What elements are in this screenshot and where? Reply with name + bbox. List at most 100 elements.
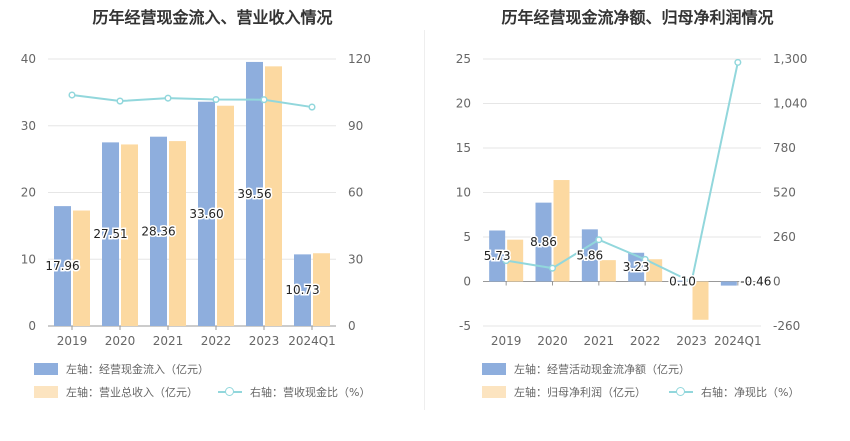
- y-left-tick-label: -5: [459, 319, 471, 333]
- line-point: [687, 278, 696, 286]
- line-point: [502, 257, 510, 265]
- bar-primary: [150, 136, 167, 326]
- panel-divider: [424, 30, 425, 410]
- bar-data-label: -0.46: [740, 275, 771, 289]
- bar-secondary: [217, 105, 234, 326]
- bar-data-label: 0.10: [669, 275, 696, 289]
- legend-item[interactable]: 右轴：营收现金比（%）: [218, 384, 370, 400]
- x-tick-label: 2024Q1: [288, 334, 336, 348]
- bar-secondary: [313, 253, 330, 326]
- legend-label: 左轴：营业总收入（亿元）: [66, 386, 198, 399]
- legend-swatch: [482, 363, 506, 375]
- y-right-tick-label: 780: [773, 141, 796, 155]
- line-point: [212, 95, 220, 104]
- legend-item[interactable]: 右轴：净现比（%）: [669, 384, 799, 400]
- y-right-tick-label: 60: [348, 186, 363, 200]
- bar-data-label: 39.56: [237, 187, 271, 201]
- bar-primary: [54, 206, 71, 326]
- x-tick-label: 2022: [630, 334, 661, 348]
- bar-data-label: 3.23: [623, 260, 650, 274]
- y-right-tick-label: 520: [773, 186, 796, 200]
- x-tick-label: 2022: [201, 334, 232, 348]
- chart-title: 历年经营现金流净额、归母净利润情况: [501, 8, 774, 27]
- line-point: [116, 97, 124, 105]
- y-left-tick-label: 25: [456, 52, 471, 66]
- bar-secondary: [507, 239, 524, 282]
- bar-secondary: [265, 66, 282, 326]
- bar-secondary: [599, 260, 616, 282]
- legend-swatch: [482, 386, 506, 398]
- line-point: [164, 94, 172, 102]
- y-right-tick-label: 0: [773, 275, 781, 289]
- x-tick-label: 2023: [676, 334, 707, 348]
- line-point: [734, 58, 742, 66]
- x-tick-label: 2024Q1: [714, 334, 762, 348]
- y-left-tick-label: 40: [21, 52, 36, 66]
- bar-data-label: 28.36: [141, 224, 175, 238]
- bar-secondary: [73, 210, 90, 326]
- y-left-tick-label: 15: [456, 141, 471, 155]
- bar-secondary: [169, 141, 186, 326]
- legend-swatch: [34, 386, 58, 398]
- x-tick-label: 2020: [105, 334, 136, 348]
- legend-swatch: [34, 363, 58, 375]
- legend-label: 左轴：归母净利润（亿元）: [514, 386, 646, 399]
- y-right-tick-label: 0: [348, 319, 356, 333]
- legend-item[interactable]: 左轴：经营活动现金流净额（亿元）: [482, 361, 690, 377]
- y-right-tick-label: 1,300: [773, 52, 807, 66]
- bar-primary: [720, 281, 737, 286]
- x-tick-label: 2020: [537, 334, 568, 348]
- legend-label: 右轴：营收现金比（%）: [250, 386, 371, 399]
- x-tick-label: 2019: [491, 334, 522, 348]
- y-left-tick-label: 10: [21, 252, 36, 266]
- y-right-tick-label: 260: [773, 230, 796, 244]
- line-point: [260, 96, 268, 104]
- chart-plot: -5 0 5 10 15 20 25 -260 0 260 520 780 1,040 1,300 2019…: [456, 52, 808, 348]
- bar-primary: [674, 280, 691, 282]
- y-left-tick-label: 10: [456, 186, 471, 200]
- chart-title: 历年经营现金流入、营业收入情况: [92, 8, 333, 27]
- legend-label: 左轴：经营活动现金流净额（亿元）: [514, 363, 690, 376]
- bar-primary: [535, 202, 552, 282]
- y-left-tick-label: 0: [463, 275, 471, 289]
- line-point: [68, 91, 76, 99]
- chart-panel-right: 历年经营现金流净额、归母净利润情况 -5 0 5 10 15 20 25 -260 0 260 52…: [425, 0, 850, 437]
- bar-primary: [246, 61, 263, 326]
- bar-primary: [489, 230, 506, 282]
- bar-secondary: [692, 281, 709, 320]
- line-point: [595, 236, 603, 244]
- line-point: [641, 255, 649, 263]
- legend-item[interactable]: 左轴：归母净利润（亿元）: [482, 384, 646, 400]
- x-tick-label: 2019: [57, 334, 88, 348]
- y-right-tick-label: 90: [348, 119, 363, 133]
- legend-label: 左轴：经营现金流入（亿元）: [66, 363, 209, 376]
- bar-primary: [102, 142, 119, 326]
- y-right-tick-label: -260: [773, 319, 800, 333]
- chart-panel-left: 历年经营现金流入、营业收入情况 0 10 20 30 40 0 30 60 90 120 2019 2…: [0, 0, 425, 437]
- bar-secondary: [553, 180, 570, 282]
- legend-item[interactable]: 左轴：营业总收入（亿元）: [34, 384, 198, 400]
- chart-plot: 0 10 20 30 40 0 30 60 90 120 2019 2020 2021 2022 2023 2…: [21, 52, 371, 348]
- bar-data-label: 8.86: [530, 235, 557, 249]
- bar-data-label: 5.73: [484, 249, 511, 263]
- y-right-tick-label: 30: [348, 252, 363, 266]
- legend-swatch: [218, 386, 242, 398]
- y-left-tick-label: 0: [28, 319, 36, 333]
- y-right-tick-label: 120: [348, 52, 371, 66]
- line-series: [506, 62, 739, 284]
- bar-data-label: 5.86: [576, 248, 603, 262]
- legend-swatch: [669, 386, 693, 398]
- line-point: [548, 264, 557, 272]
- bar-data-label: 17.96: [45, 259, 79, 273]
- bar-data-label: 27.51: [93, 227, 127, 241]
- bar-data-label: 10.73: [285, 283, 319, 297]
- bar-primary: [628, 252, 645, 282]
- y-left-tick-label: 20: [21, 186, 36, 200]
- line-series: [71, 94, 313, 109]
- legend-label: 右轴：净现比（%）: [701, 386, 800, 399]
- x-tick-label: 2023: [249, 334, 280, 348]
- bar-secondary: [121, 144, 138, 326]
- legend-item[interactable]: 左轴：经营现金流入（亿元）: [34, 361, 209, 377]
- y-right-tick-label: 1,040: [773, 97, 807, 111]
- x-tick-label: 2021: [584, 334, 615, 348]
